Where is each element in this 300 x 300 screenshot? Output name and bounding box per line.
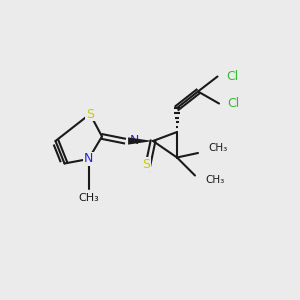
Text: S: S	[142, 158, 150, 171]
Text: Cl: Cl	[227, 97, 240, 110]
Text: CH₃: CH₃	[208, 142, 228, 153]
Text: N: N	[130, 134, 139, 148]
Text: Cl: Cl	[226, 70, 238, 83]
Polygon shape	[128, 137, 153, 145]
Text: N: N	[84, 152, 93, 166]
Text: CH₃: CH₃	[206, 175, 225, 185]
Text: S: S	[86, 107, 94, 121]
Text: CH₃: CH₃	[78, 193, 99, 203]
